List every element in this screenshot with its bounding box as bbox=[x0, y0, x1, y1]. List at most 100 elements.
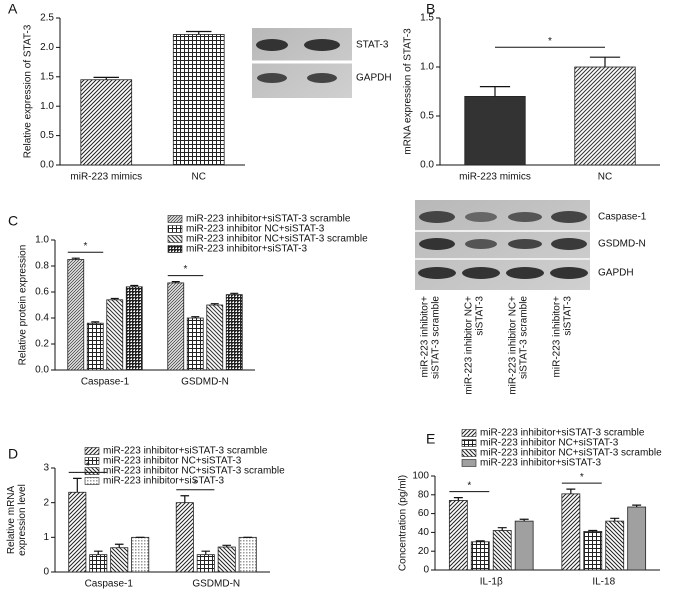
lane-label: miR-223 inhibitor+ bbox=[552, 296, 563, 378]
x-tick-label: miR-223 mimics bbox=[459, 172, 531, 183]
error-bar bbox=[588, 529, 598, 532]
legend-swatch bbox=[167, 235, 183, 243]
panel-letter: B bbox=[426, 1, 435, 17]
panel-letter: D bbox=[8, 446, 18, 462]
error-bar bbox=[230, 292, 239, 295]
bar bbox=[470, 541, 490, 571]
error-bar bbox=[93, 550, 103, 555]
y-tick-label: 0.5 bbox=[40, 130, 54, 141]
error-bar bbox=[114, 543, 124, 548]
y-tick-label: 80 bbox=[418, 489, 430, 500]
bar bbox=[574, 66, 636, 166]
y-tick-label: 2.5 bbox=[40, 13, 54, 24]
bar bbox=[167, 282, 185, 371]
bar bbox=[514, 520, 534, 571]
lane-label: siSTAT-3 bbox=[475, 296, 486, 336]
error-bar bbox=[222, 544, 232, 548]
legend-label: miR-223 inhibitor+siSTAT-3 scramble bbox=[480, 428, 645, 439]
bar bbox=[89, 554, 108, 573]
error-bar bbox=[201, 550, 211, 555]
blot-label: GAPDH bbox=[356, 73, 392, 84]
legend-swatch bbox=[84, 467, 100, 475]
error-bar bbox=[632, 504, 642, 508]
legend-label: miR-223 inhibitor+siSTAT-3 bbox=[103, 476, 224, 487]
lane-label: miR-223 inhibitor NC+ bbox=[508, 296, 519, 395]
x-tick-label: GSDMD-N bbox=[192, 579, 240, 590]
x-tick-label: Caspase-1 bbox=[81, 377, 130, 388]
bar bbox=[225, 294, 243, 371]
blot-label: GAPDH bbox=[598, 268, 634, 279]
bar bbox=[448, 500, 468, 571]
significance-mark: * bbox=[193, 478, 197, 489]
x-tick-label: NC bbox=[598, 172, 612, 183]
y-tick-label: 60 bbox=[418, 508, 430, 519]
error-bar bbox=[479, 86, 511, 97]
error-bar bbox=[186, 30, 212, 35]
legend-label: miR-223 inhibitor NC+siSTAT-3 scramble bbox=[186, 234, 368, 245]
legend-label: miR-223 inhibitor NC+siSTAT-3 scramble bbox=[480, 448, 662, 459]
y-tick-label: 2 bbox=[43, 497, 49, 508]
bar bbox=[206, 304, 224, 371]
bar bbox=[561, 493, 581, 571]
significance-mark: * bbox=[548, 36, 552, 47]
lane-label: siSTAT-3 bbox=[563, 296, 574, 336]
y-axis-label: Relative mRNA bbox=[6, 486, 17, 555]
bar bbox=[131, 536, 150, 573]
lane-label: miR-223 inhibitor NC+ bbox=[464, 296, 475, 395]
error-bar bbox=[91, 321, 100, 324]
y-tick-label: 0.4 bbox=[35, 313, 49, 324]
y-tick-label: 1.0 bbox=[35, 235, 49, 246]
error-bar bbox=[210, 303, 219, 305]
legend-swatch bbox=[84, 457, 100, 465]
error-bar bbox=[71, 257, 80, 260]
error-bar bbox=[589, 56, 621, 67]
bar bbox=[196, 554, 215, 573]
y-tick-label: 0.6 bbox=[35, 287, 49, 298]
legend-swatch bbox=[84, 477, 100, 485]
bar bbox=[186, 317, 204, 371]
bar bbox=[125, 286, 143, 371]
y-tick-label: 0 bbox=[43, 567, 49, 578]
y-tick-label: 40 bbox=[418, 527, 430, 538]
y-tick-label: 3 bbox=[43, 463, 49, 474]
y-tick-label: 0 bbox=[423, 565, 429, 576]
bar bbox=[86, 322, 104, 371]
legend-swatch bbox=[167, 225, 183, 233]
legend-label: miR-223 inhibitor+siSTAT-3 scramble bbox=[103, 446, 268, 457]
y-tick-label: 20 bbox=[418, 546, 430, 557]
x-tick-label: IL-18 bbox=[592, 577, 615, 588]
bar bbox=[605, 520, 625, 571]
y-axis-label: expression level bbox=[17, 484, 28, 556]
lane-label: siSTAT-3 scramble bbox=[519, 296, 530, 379]
error-bar bbox=[73, 477, 82, 493]
legend-label: miR-223 inhibitor NC+siSTAT-3 scramble bbox=[103, 466, 285, 477]
y-axis-label: mRNA expression of STAT-3 bbox=[403, 28, 414, 155]
legend-label: miR-223 inhibitor NC+siSTAT-3 bbox=[103, 456, 242, 467]
bar bbox=[217, 546, 236, 573]
x-tick-label: GSDMD-N bbox=[181, 377, 229, 388]
legend-swatch bbox=[461, 439, 477, 447]
bar bbox=[175, 502, 194, 573]
x-tick-label: miR-223 mimics bbox=[70, 172, 142, 183]
error-bar bbox=[93, 76, 119, 80]
x-tick-label: NC bbox=[192, 172, 206, 183]
y-tick-label: 0.5 bbox=[420, 111, 434, 122]
y-axis-label: Relative protein expression bbox=[18, 245, 29, 366]
error-bar bbox=[180, 495, 190, 503]
bar bbox=[172, 34, 225, 166]
lane-label: siSTAT-3 scramble bbox=[431, 296, 442, 379]
lane-label: miR-223 inhibitor+ bbox=[420, 296, 431, 378]
y-tick-label: 0.0 bbox=[40, 160, 54, 171]
legend-swatch bbox=[461, 449, 477, 457]
y-tick-label: 0.2 bbox=[35, 339, 49, 350]
error-bar bbox=[497, 527, 507, 531]
legend-swatch bbox=[167, 215, 183, 223]
blot-c bbox=[415, 200, 590, 290]
legend-swatch bbox=[84, 447, 100, 455]
bar bbox=[492, 530, 512, 571]
panel-letter: C bbox=[8, 213, 18, 229]
error-bar bbox=[453, 497, 463, 501]
legend-swatch bbox=[167, 245, 183, 253]
y-tick-label: 100 bbox=[412, 471, 429, 482]
